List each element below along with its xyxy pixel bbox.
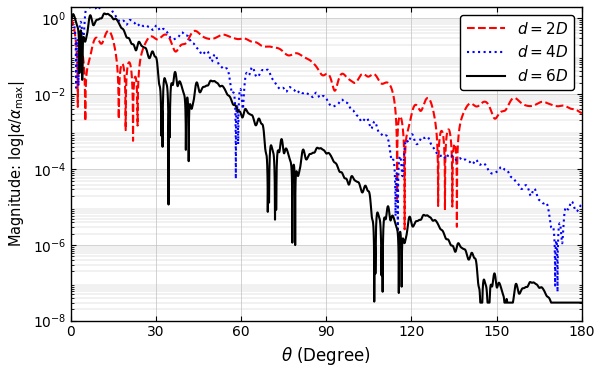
Line: $d = 4D$: $d = 4D$ (71, 0, 582, 292)
$d = 2D$ (177, 43, 184, 48)
X-axis label: $\theta$ (Degree): $\theta$ (Degree) (281, 345, 371, 367)
$d = 6D$ (477, 300, 484, 305)
$d = 6D$ (101, 11, 108, 16)
$d = 4D$ (177, 32, 184, 36)
Legend: $d = 2D$, $d = 4D$, $d = 6D$: $d = 2D$, $d = 4D$, $d = 6D$ (461, 15, 574, 90)
$d = 6D$ (578, 300, 585, 305)
$d = 6D$ (67, 16, 75, 21)
$d = 2D$ (530, 103, 537, 108)
$d = 2D$ (578, 111, 585, 116)
$d = 2D$ (210, 36, 217, 41)
$d = 6D$ (530, 280, 537, 285)
$d = 2D$ (401, 227, 408, 232)
Y-axis label: Magnitude: $\log|\alpha/\alpha_{\max}|$: Magnitude: $\log|\alpha/\alpha_{\max}|$ (7, 81, 27, 247)
$d = 4D$ (578, 202, 585, 206)
$d = 4D$ (89, 0, 96, 2)
$d = 4D$ (376, 131, 383, 135)
$d = 6D$ (578, 300, 585, 305)
$d = 4D$ (385, 141, 393, 145)
$d = 4D$ (578, 202, 585, 206)
$d = 6D$ (177, 80, 184, 85)
Line: $d = 6D$: $d = 6D$ (71, 13, 582, 303)
$d = 4D$ (554, 290, 561, 294)
$d = 6D$ (376, 218, 383, 223)
Line: $d = 2D$: $d = 2D$ (71, 18, 582, 229)
$d = 2D$ (385, 81, 393, 86)
$d = 4D$ (530, 187, 537, 192)
$d = 6D$ (385, 207, 393, 212)
$d = 6D$ (210, 79, 217, 83)
$d = 2D$ (578, 111, 585, 116)
$d = 2D$ (376, 80, 383, 84)
$d = 2D$ (67, 16, 75, 21)
$d = 4D$ (67, 16, 75, 21)
$d = 4D$ (210, 54, 217, 58)
